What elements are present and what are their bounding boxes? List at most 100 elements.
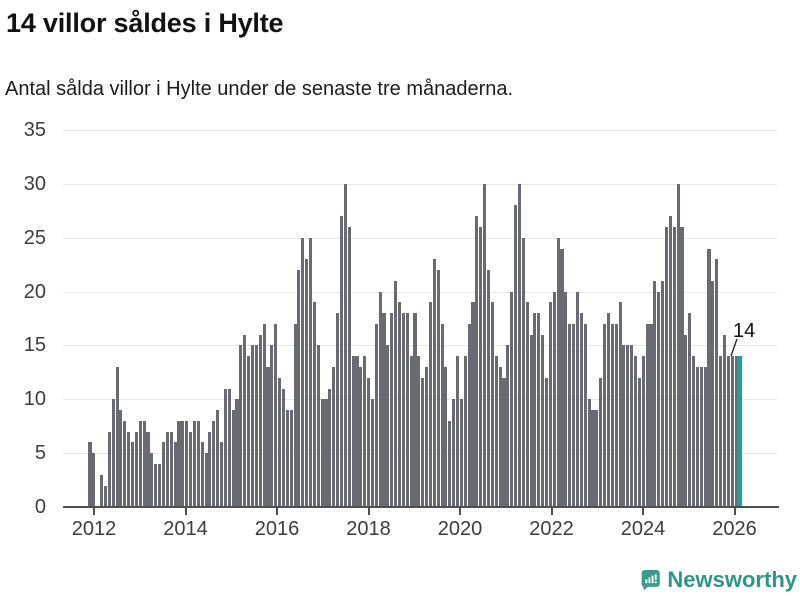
bar — [440, 323, 444, 507]
bar — [610, 323, 614, 507]
bar — [169, 431, 173, 507]
bar — [448, 420, 452, 507]
bar — [227, 388, 231, 507]
x-axis-label: 2024 — [620, 518, 666, 540]
bar — [668, 216, 672, 507]
bar — [676, 183, 680, 507]
bar — [436, 270, 440, 507]
bar — [606, 313, 610, 507]
bar — [270, 345, 274, 507]
bar — [630, 345, 634, 507]
bar — [339, 216, 344, 507]
bar — [459, 399, 463, 507]
bar — [247, 356, 251, 507]
bar — [517, 183, 521, 507]
bar — [637, 377, 641, 507]
y-axis-label: 30 — [23, 172, 46, 195]
bar — [332, 367, 336, 507]
bar — [591, 410, 595, 507]
y-axis-label: 0 — [34, 496, 46, 518]
bar — [220, 442, 224, 507]
bar — [688, 313, 692, 507]
bar — [378, 291, 382, 507]
bar — [123, 420, 127, 507]
x-axis-label: 2012 — [71, 518, 117, 540]
bar — [664, 226, 669, 507]
bar — [278, 377, 282, 507]
x-axis-label: 2022 — [529, 518, 574, 540]
bar — [552, 291, 556, 507]
bar — [544, 377, 549, 507]
bar — [231, 410, 235, 507]
bar — [444, 367, 448, 507]
bar — [599, 377, 603, 507]
bar — [726, 356, 730, 507]
bar — [324, 399, 328, 507]
bar — [390, 313, 394, 507]
bar — [475, 216, 479, 507]
x-axis-label: 2018 — [346, 518, 391, 540]
x-axis-tick — [642, 508, 644, 515]
page-title: 14 villor såldes i Hylte — [6, 8, 284, 38]
bar — [699, 367, 703, 507]
bar — [680, 226, 684, 507]
chart-subtitle: Antal sålda villor i Hylte under de sena… — [5, 78, 514, 100]
y-axis-label: 35 — [23, 119, 46, 141]
x-axis-tick — [459, 508, 461, 515]
x-axis-tick — [367, 508, 370, 515]
bar — [305, 259, 309, 507]
bar — [185, 420, 189, 507]
bar — [684, 334, 688, 507]
bar — [134, 431, 138, 507]
bar — [250, 345, 255, 507]
bar — [672, 226, 676, 507]
x-axis-tick — [733, 508, 736, 515]
bar — [649, 323, 653, 507]
bar — [285, 410, 289, 507]
bar — [572, 323, 576, 507]
bar — [161, 442, 166, 507]
bar — [88, 442, 92, 507]
bar — [394, 280, 398, 507]
bar — [556, 237, 560, 507]
annotation-leader-line — [730, 338, 738, 357]
bar — [661, 280, 665, 507]
gridline-y-15 — [63, 345, 777, 347]
bar — [281, 388, 285, 507]
bar — [618, 302, 622, 507]
bar — [297, 270, 301, 507]
bar — [103, 485, 108, 507]
bar — [359, 367, 363, 507]
bar — [382, 313, 386, 507]
bar — [692, 356, 696, 507]
bar — [216, 410, 220, 507]
bar — [641, 356, 645, 507]
newsworthy-logo[interactable]: Newsworthy — [641, 562, 797, 598]
bar — [730, 356, 734, 507]
newsworthy-bubble-chart-icon — [641, 569, 660, 591]
bar — [622, 345, 626, 507]
bar — [401, 313, 405, 507]
bar — [243, 334, 247, 507]
bar — [100, 474, 104, 507]
bar — [254, 345, 258, 507]
bar — [223, 388, 227, 507]
x-axis-label: 2026 — [712, 518, 757, 540]
bar — [115, 367, 119, 507]
bar — [131, 442, 135, 507]
newsworthy-wordmark: Newsworthy — [667, 567, 797, 592]
bar — [258, 334, 262, 507]
bar — [347, 226, 351, 507]
bar — [521, 237, 525, 507]
bar — [200, 442, 204, 507]
bar — [633, 356, 638, 507]
bar — [262, 323, 266, 507]
bar — [715, 259, 719, 507]
bar — [560, 248, 564, 507]
bar — [413, 313, 417, 507]
bar — [301, 237, 305, 507]
bar — [177, 420, 181, 507]
bar — [367, 377, 371, 507]
highlighted-latest-bar — [737, 356, 743, 507]
